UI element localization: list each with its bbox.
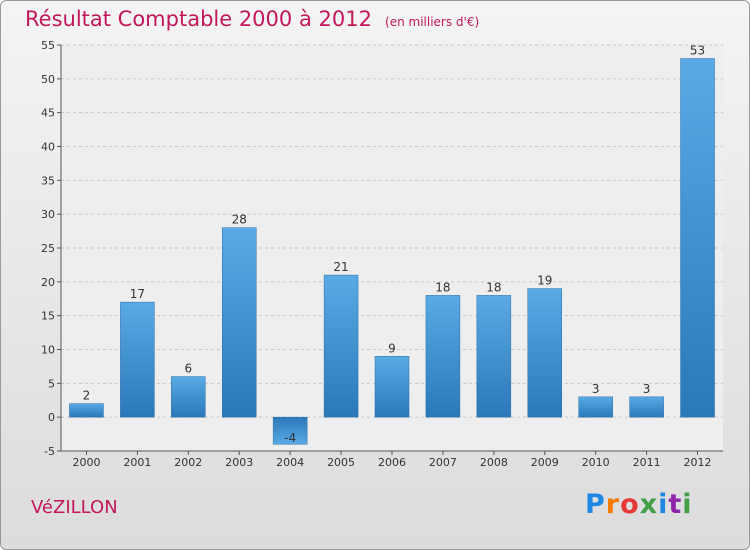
- proxiti-logo: Proxiti: [585, 489, 693, 520]
- y-tick-label: 5: [48, 377, 55, 390]
- y-tick-label: 45: [41, 107, 55, 120]
- x-tick-label: 2000: [72, 456, 100, 469]
- value-label: 28: [232, 213, 247, 227]
- bar-2005: [323, 274, 359, 418]
- bar-2001: [120, 301, 155, 418]
- y-tick-label: -5: [44, 445, 55, 458]
- value-label: 9: [388, 341, 396, 355]
- value-label: 3: [592, 382, 600, 396]
- chart-subtitle: (en milliers d'€): [385, 15, 480, 29]
- logo-letter: P: [585, 489, 606, 520]
- bar-2008: [476, 295, 512, 418]
- logo-letter: t: [668, 489, 683, 520]
- y-tick-label: 25: [41, 242, 55, 255]
- value-label: 18: [435, 280, 450, 294]
- bar-2007: [425, 295, 461, 418]
- bar-2010: [578, 396, 613, 418]
- y-tick-label: 20: [41, 276, 55, 289]
- y-tick-label: 40: [41, 141, 55, 154]
- value-label: 21: [333, 260, 348, 274]
- value-label: 2: [83, 389, 91, 403]
- y-tick-label: 55: [41, 39, 55, 52]
- bar-2009: [527, 288, 563, 418]
- value-label: 6: [184, 362, 192, 376]
- value-label: 53: [690, 44, 705, 58]
- value-label: 3: [643, 382, 651, 396]
- y-tick-label: 50: [41, 73, 55, 86]
- value-label: 18: [486, 280, 501, 294]
- bar-2000: [69, 403, 104, 418]
- x-tick-label: 2002: [174, 456, 202, 469]
- bar-2011: [629, 396, 664, 418]
- bar-2012: [680, 58, 715, 418]
- x-tick-label: 2007: [429, 456, 457, 469]
- x-tick-label: 2003: [225, 456, 253, 469]
- x-tick-label: 2010: [582, 456, 610, 469]
- logo-letter: o: [620, 489, 640, 520]
- x-tick-label: 2012: [684, 456, 712, 469]
- value-label: -4: [284, 431, 296, 445]
- x-tick-label: 2006: [378, 456, 406, 469]
- value-label: 19: [537, 274, 552, 288]
- chart-title: Résultat Comptable 2000 à 2012: [25, 7, 372, 31]
- bar-2003: [221, 227, 257, 418]
- bar-2002: [171, 376, 206, 418]
- bar-2006: [374, 356, 410, 418]
- x-tick-label: 2009: [531, 456, 559, 469]
- value-label: 17: [130, 287, 145, 301]
- y-tick-label: 15: [41, 310, 55, 323]
- x-tick-label: 2005: [327, 456, 355, 469]
- logo-letter: i: [658, 489, 669, 520]
- logo-letter: x: [639, 489, 659, 520]
- logo-letter: r: [605, 489, 621, 520]
- y-tick-label: 0: [48, 411, 55, 424]
- x-tick-label: 2004: [276, 456, 304, 469]
- y-tick-label: 35: [41, 174, 55, 187]
- y-tick-label: 10: [41, 344, 55, 357]
- x-tick-label: 2001: [123, 456, 151, 469]
- title-row: Résultat Comptable 2000 à 2012 (en milli…: [25, 7, 479, 31]
- x-tick-label: 2011: [633, 456, 661, 469]
- bar-2004: [272, 416, 308, 445]
- logo-letter: i: [682, 489, 693, 520]
- y-tick-label: 30: [41, 208, 55, 221]
- x-tick-label: 2008: [480, 456, 508, 469]
- commune-name: VéZILLON: [31, 497, 118, 518]
